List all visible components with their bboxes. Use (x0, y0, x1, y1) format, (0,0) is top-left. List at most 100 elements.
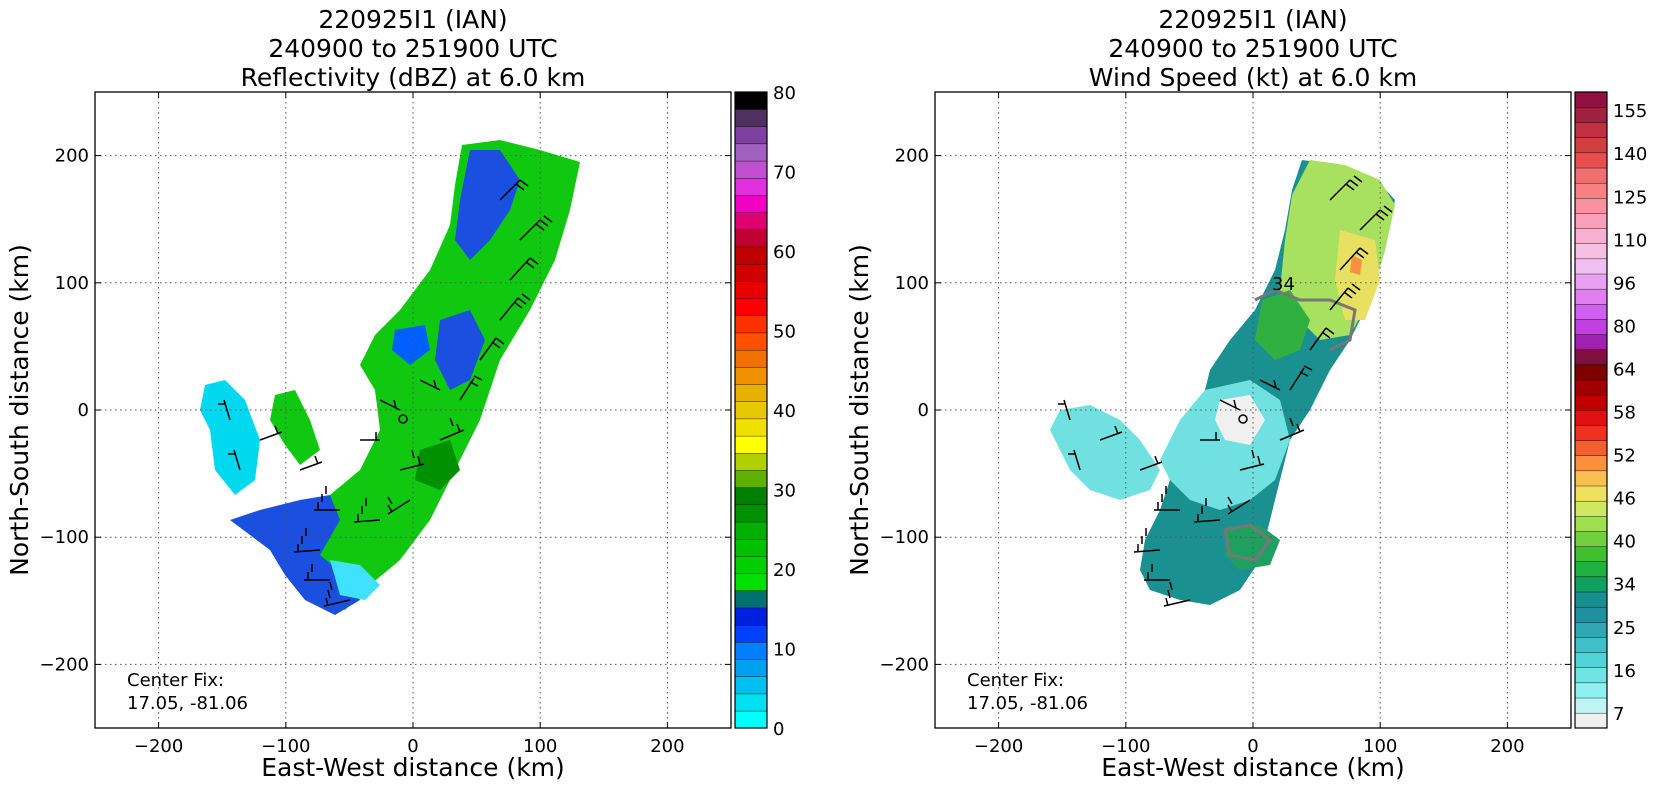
wind-barb (293, 528, 321, 553)
reflectivity-colorbar-swatch (734, 538, 768, 557)
reflectivity-echo-blue-streak-2 (435, 310, 485, 390)
wind-speed-center-fix-label: Center Fix: (967, 670, 1064, 691)
wind-speed-colorbar-swatch (1574, 591, 1608, 608)
wind-speed-y-tick-label: −100 (880, 527, 929, 548)
wind-barb (1193, 498, 1221, 523)
reflectivity-title-line-3: Reflectivity (dBZ) at 6.0 km (241, 63, 586, 92)
reflectivity-colorbar-label: 60 (773, 242, 796, 263)
wind-barb (314, 486, 340, 511)
reflectivity-echo-outer-band (230, 495, 360, 615)
wind-speed-colorbar-label: 34 (1613, 575, 1636, 596)
wind-barb (1339, 247, 1369, 271)
wind-speed-colorbar-swatch (1574, 212, 1608, 229)
wind-barb (1154, 486, 1180, 511)
wind-speed-colorbar-label: 140 (1613, 144, 1647, 165)
reflectivity-colorbar: 0 10 20 30 40 50 60 70 80 (734, 83, 796, 740)
wind-speed-colorbar-swatch (1574, 197, 1608, 214)
wind-barb (1309, 327, 1335, 351)
reflectivity-colorbar-swatch (734, 332, 768, 351)
wind-barb (228, 449, 241, 471)
reflectivity-y-tick-label: −100 (40, 527, 89, 548)
wind-speed-colorbar-label: 46 (1613, 489, 1636, 510)
wind-speed-colorbar-swatch (1574, 409, 1608, 426)
reflectivity-echo-dark-green (415, 440, 460, 490)
reflectivity-echo-outer-cyan (200, 380, 260, 495)
wind-speed-colorbar-swatch (1574, 152, 1608, 169)
wind-barb (218, 399, 231, 421)
wind-speed-colorbar-swatch (1574, 500, 1608, 517)
wind-barb (1163, 581, 1191, 607)
reflectivity-colorbar-label: 10 (773, 640, 796, 661)
wind-barb (1279, 417, 1305, 441)
reflectivity-colorbar-swatch (734, 384, 768, 402)
reflectivity-colorbar-swatch (734, 91, 768, 110)
wind-barb (479, 337, 505, 361)
wind-speed-colorbar-swatch (1574, 576, 1608, 593)
wind-barb (1227, 496, 1251, 515)
reflectivity-colorbar-label: 0 (773, 719, 784, 740)
reflectivity-colorbar-swatch (734, 659, 768, 677)
reflectivity-colorbar-swatch (734, 160, 768, 179)
reflectivity-colorbar-swatch (734, 607, 768, 626)
wind-speed-colorbar-swatch (1574, 349, 1608, 366)
wind-speed-x-tick-label: −200 (974, 736, 1023, 757)
wind-speed-colorbar-swatch (1574, 303, 1608, 320)
storm-center-marker (398, 414, 408, 424)
wind-speed-colorbar-label: 125 (1613, 187, 1647, 208)
wind-speed-colorbar: 7 16 25 34 40 46 52 58 64 80 96 110 125 140 155 (1574, 91, 1647, 729)
reflectivity-colorbar-label: 20 (773, 560, 796, 581)
wind-speed-colorbar-label: 25 (1613, 618, 1636, 639)
wind-speed-colorbar-swatch (1574, 697, 1608, 714)
reflectivity-colorbar-swatch (734, 246, 768, 265)
reflectivity-echo-blue-streak-1 (455, 150, 520, 260)
wind-speed-colorbar-swatch (1574, 530, 1608, 547)
wind-barb (1329, 175, 1363, 201)
reflectivity-colorbar-swatch (734, 521, 768, 540)
reflectivity-colorbar-swatch (734, 624, 768, 643)
wind-barb (304, 564, 330, 581)
wind-barb (1219, 399, 1241, 411)
reflectivity-colorbar-swatch (734, 126, 768, 145)
reflectivity-field (200, 140, 580, 615)
reflectivity-title-line-1: 220925I1 (IAN) (318, 5, 507, 34)
reflectivity-colorbar-swatch (734, 710, 768, 729)
reflectivity-y-axis-label: North-South distance (km) (5, 244, 34, 576)
wind-barb (1139, 455, 1163, 471)
wind-speed-colorbar-swatch (1574, 91, 1608, 108)
wind-barb (360, 432, 380, 441)
wind-speed-x-tick-label: 100 (1363, 736, 1397, 757)
wind-speed-title-line-1: 220925I1 (IAN) (1158, 5, 1347, 34)
wind-speed-colorbar-swatch (1574, 606, 1608, 623)
wind-speed-colorbar-swatch (1574, 621, 1608, 638)
reflectivity-colorbar-swatch (734, 418, 768, 437)
wind-speed-ticks: −200 −100 0 100 200 −200 −100 0 100 200 (880, 92, 1571, 757)
wind-barb (353, 498, 381, 523)
wind-speed-colorbar-swatch (1574, 137, 1608, 154)
wind-barb (1259, 379, 1281, 391)
reflectivity-echo-cyan-south (330, 560, 380, 600)
wind-barb (379, 399, 401, 411)
reflectivity-echo-main (290, 140, 580, 610)
wind-speed-colorbar-swatch (1574, 667, 1608, 684)
wind-speed-x-tick-label: 200 (1490, 736, 1524, 757)
wind-barb (1289, 365, 1313, 391)
wind-speed-contour-line (1223, 523, 1273, 562)
wind-barb (459, 375, 483, 401)
reflectivity-colorbar-label: 40 (773, 401, 796, 422)
wind-speed-colorbar-swatch (1574, 258, 1608, 275)
wind-barb (259, 425, 283, 441)
reflectivity-title-line-2: 240900 to 251900 UTC (268, 34, 557, 63)
wind-speed-y-tick-label: 0 (918, 400, 929, 421)
wind-speed-y-tick-label: 200 (895, 146, 929, 167)
reflectivity-colorbar-swatch (734, 143, 768, 162)
wind-barb (1133, 528, 1161, 553)
wind-speed-colorbar-swatch (1574, 636, 1608, 653)
wind-barb (299, 455, 323, 471)
reflectivity-colorbar-swatch (734, 641, 768, 660)
reflectivity-colorbar-swatch (734, 177, 768, 196)
wind-barb (399, 449, 425, 471)
wind-speed-barbs (1058, 175, 1393, 607)
reflectivity-colorbar-swatch (734, 212, 768, 231)
wind-speed-colorbar-label: 110 (1613, 230, 1647, 251)
